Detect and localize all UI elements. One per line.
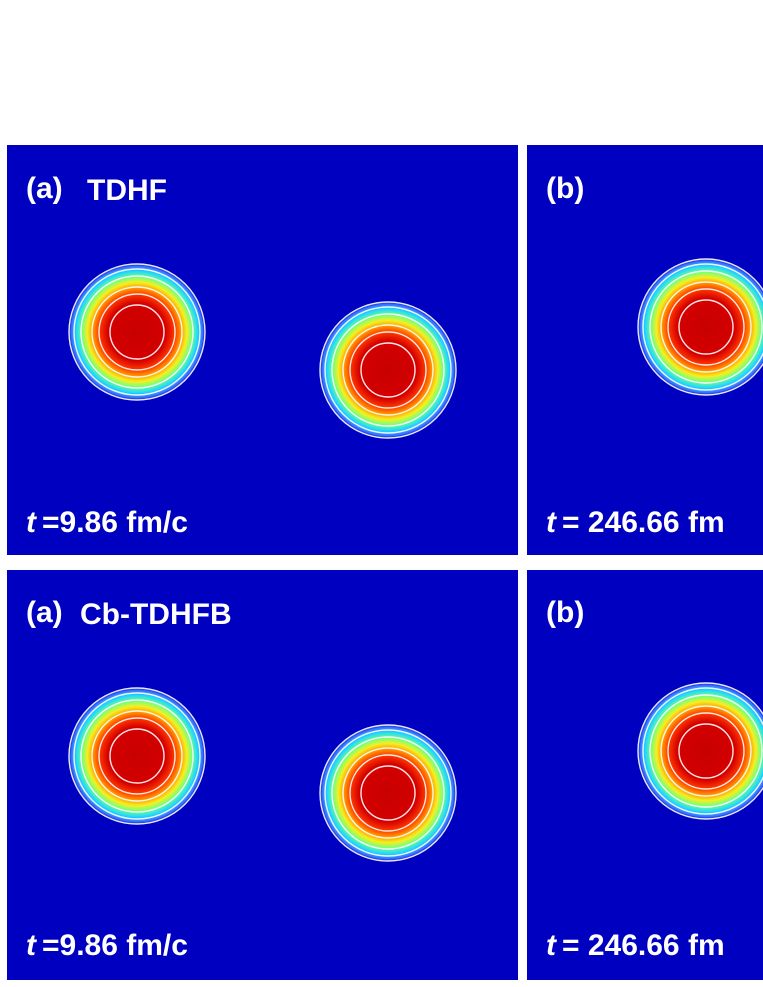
time-value: = 246.66 fm [562,506,725,539]
time-label: t =9.86 fm/c [26,929,188,962]
time-symbol: t [546,929,558,962]
panel-title: TDHF [87,174,167,207]
time-label: t =9.86 fm/c [26,506,188,539]
time-value: = 246.66 fm [562,929,725,962]
density-blob [67,686,207,826]
density-blob [318,723,458,863]
time-value: =9.86 fm/c [42,506,188,539]
time-symbol: t [26,506,38,539]
time-label: t = 246.66 fm [546,506,725,539]
panel-label: (b) [546,172,584,205]
density-blob [67,262,207,402]
panel-label: (a) [26,172,63,205]
density-blob [318,300,458,440]
time-symbol: t [546,506,558,539]
time-value: =9.86 fm/c [42,929,188,962]
panel-label: (a) [26,596,63,629]
panel-title: Cb-TDHFB [80,598,232,631]
time-symbol: t [26,929,38,962]
panel-label: (b) [546,596,584,629]
time-label: t = 246.66 fm [546,929,725,962]
